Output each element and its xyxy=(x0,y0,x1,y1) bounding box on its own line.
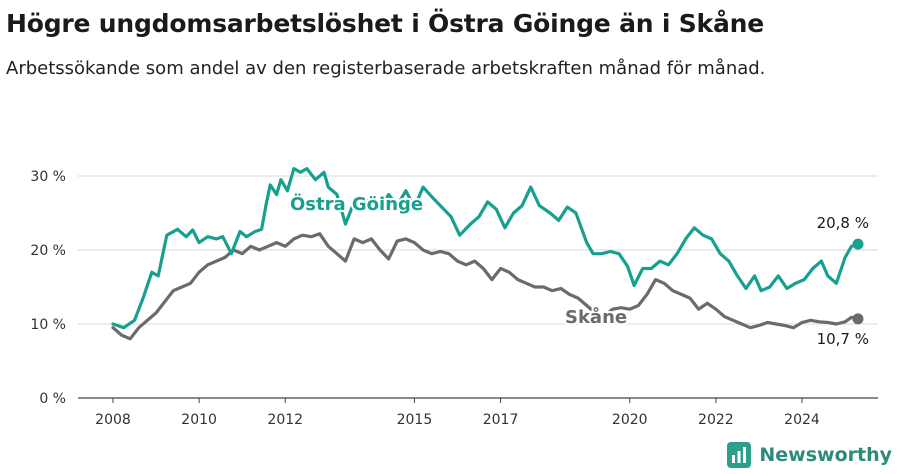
chart-subtitle: Arbetssökande som andel av den registerb… xyxy=(6,58,766,79)
x-tick-label: 2022 xyxy=(698,412,734,428)
end-point-ostra-goinge xyxy=(852,238,864,250)
series-label-ostra-goinge: Östra Göinge xyxy=(290,193,423,215)
x-tick-label: 2008 xyxy=(95,412,131,428)
brand-logo: Newsworthy xyxy=(727,440,892,470)
brand-name: Newsworthy xyxy=(759,444,892,466)
y-axis-ticks: 0 % 10 % 20 % 30 % xyxy=(30,169,66,407)
x-tick-label: 2020 xyxy=(612,412,648,428)
x-tick-label: 2015 xyxy=(397,412,433,428)
x-tick-label: 2017 xyxy=(483,412,519,428)
chart-title: Högre ungdomsarbetslöshet i Östra Göinge… xyxy=(6,9,764,38)
y-tick-label: 20 % xyxy=(30,243,66,259)
series-label-skane: Skåne xyxy=(565,306,627,328)
series-line-skane xyxy=(111,232,860,341)
x-axis-ticks: 2008 2010 2012 2015 2017 2020 2022 2024 xyxy=(95,398,820,428)
end-point-skane xyxy=(852,313,864,325)
series-lines xyxy=(111,167,864,341)
end-label-ostra-goinge: 20,8 % xyxy=(817,214,869,232)
x-tick-label: 2012 xyxy=(267,412,303,428)
x-tick-label: 2010 xyxy=(181,412,217,428)
newsworthy-logo-icon xyxy=(727,442,752,468)
series-line-ostra-goinge xyxy=(111,167,860,330)
end-label-skane: 10,7 % xyxy=(817,330,869,348)
y-tick-label: 0 % xyxy=(39,391,66,407)
series-labels: Östra Göinge Skåne 20,8 % 10,7 % xyxy=(288,191,869,348)
y-tick-label: 30 % xyxy=(30,169,66,185)
x-tick-label: 2024 xyxy=(784,412,820,428)
y-tick-label: 10 % xyxy=(30,317,66,333)
